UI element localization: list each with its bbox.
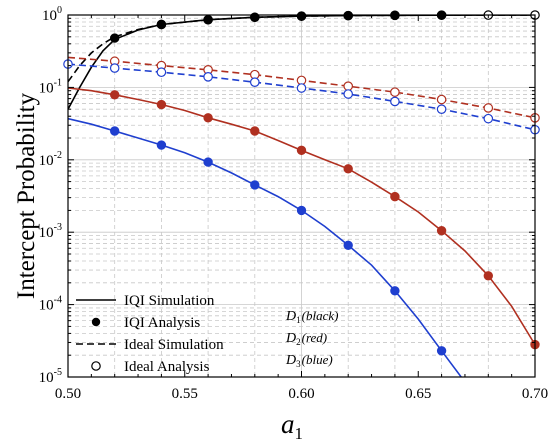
d2-ideal-analysis-point bbox=[343, 81, 353, 91]
y-tick-label-base: 10 bbox=[39, 370, 54, 386]
legend-note-symbol: D bbox=[285, 353, 296, 368]
y-tick-label: 100 bbox=[42, 5, 62, 24]
legend-label: Ideal Analysis bbox=[124, 359, 210, 375]
d3-ideal-analysis-point bbox=[390, 96, 400, 107]
y-tick-label-exponent: -4 bbox=[54, 295, 62, 306]
d2-iqi-analysis-point bbox=[250, 126, 260, 136]
d3-iqi-analysis-point bbox=[110, 126, 120, 136]
d3-ideal-analysis-point bbox=[343, 89, 353, 99]
legend-note-subscript: 1 bbox=[296, 315, 301, 325]
d3-iqi-analysis-point bbox=[343, 240, 353, 250]
legend-note-symbol: D bbox=[285, 309, 296, 324]
y-tick-label-base: 10 bbox=[39, 153, 54, 169]
d2-iqi-analysis-point bbox=[343, 164, 353, 174]
legend-label: IQI Simulation bbox=[124, 293, 215, 309]
axis-ticks bbox=[67, 14, 536, 378]
d2-ideal-analysis-point bbox=[483, 103, 494, 113]
x-axis-title: a1 bbox=[281, 409, 303, 443]
x-axis-title-subscript: 1 bbox=[295, 424, 304, 443]
legend-filled-circle-icon bbox=[91, 317, 101, 327]
legend-entry: IQI Simulation bbox=[76, 293, 215, 309]
y-tick-label: 10-5 bbox=[39, 367, 62, 386]
x-tick-label: 0.55 bbox=[172, 386, 198, 402]
d3-iqi-analysis-point bbox=[203, 157, 213, 167]
d3-ideal-analysis-point bbox=[483, 113, 494, 124]
y-tick-label: 10-1 bbox=[39, 77, 62, 96]
legend-open-circle-icon bbox=[91, 361, 101, 371]
d3-iqi-analysis-point bbox=[436, 346, 447, 356]
legend-note: D3(blue) bbox=[285, 352, 333, 369]
d3-ideal-analysis-point bbox=[296, 83, 307, 93]
legend-note: D1(black) bbox=[285, 308, 338, 325]
y-tick-label-exponent: -3 bbox=[54, 222, 62, 233]
legend: IQI Simulation IQI Analysis Ideal Simulati… bbox=[76, 293, 338, 375]
d3-ideal-analysis-point bbox=[203, 72, 213, 82]
y-tick-label: 10-4 bbox=[39, 295, 62, 314]
d3-ideal-analysis-point bbox=[156, 67, 167, 78]
d3-iqi-analysis-point bbox=[250, 180, 260, 190]
y-tick-label-base: 10 bbox=[39, 80, 54, 96]
d2-iqi-analysis-point bbox=[156, 99, 167, 110]
d3-ideal-analysis-point bbox=[109, 63, 120, 73]
legend-note: D2(red) bbox=[285, 330, 327, 347]
x-tick-label: 0.65 bbox=[405, 386, 431, 402]
x-axis-title-main: a bbox=[281, 409, 295, 439]
d2-iqi-analysis-point bbox=[483, 271, 493, 281]
d3-iqi-analysis-point bbox=[156, 140, 167, 150]
y-axis-title: Intercept Probability bbox=[13, 92, 40, 299]
legend-note-color: (red) bbox=[302, 330, 328, 345]
y-tick-label-exponent: -2 bbox=[54, 150, 62, 161]
d3-iqi-analysis-point bbox=[296, 205, 307, 216]
grid bbox=[67, 15, 536, 378]
legend-label: Ideal Simulation bbox=[124, 337, 224, 353]
d1-iqi-analysis-point bbox=[156, 19, 167, 30]
d2-iqi-analysis-point bbox=[203, 113, 213, 123]
legend-label: IQI Analysis bbox=[124, 315, 200, 331]
d1-iqi-analysis-point bbox=[110, 33, 120, 43]
y-tick-label-exponent: -1 bbox=[54, 77, 62, 88]
y-tick-label-exponent: 0 bbox=[57, 5, 62, 16]
d2-ideal-analysis-point bbox=[436, 94, 447, 105]
y-tick-label-base: 10 bbox=[39, 298, 54, 314]
d3-iqi-simulation-line bbox=[68, 117, 463, 377]
d2-iqi-analysis-point bbox=[436, 225, 447, 236]
y-tick-label: 10-2 bbox=[39, 150, 62, 169]
legend-note-color: (black) bbox=[302, 308, 339, 323]
legend-note-color: (blue) bbox=[302, 352, 333, 367]
x-tick-label: 0.50 bbox=[55, 386, 81, 402]
legend-note-subscript: 2 bbox=[296, 337, 301, 347]
y-tick-label-base: 10 bbox=[39, 225, 54, 241]
d2-ideal-analysis-point bbox=[390, 87, 400, 97]
legend-entry: Ideal Simulation bbox=[76, 337, 224, 353]
d2-iqi-analysis-point bbox=[296, 145, 307, 156]
d3-ideal-analysis-point bbox=[250, 77, 260, 87]
legend-entry: IQI Analysis bbox=[91, 315, 200, 331]
y-tick-label-exponent: -5 bbox=[54, 367, 62, 378]
d2-iqi-analysis-point bbox=[110, 90, 120, 100]
d2-iqi-analysis-point bbox=[390, 191, 400, 202]
y-tick-label: 10-3 bbox=[39, 222, 62, 241]
legend-note-subscript: 3 bbox=[296, 359, 301, 369]
x-tick-label: 0.70 bbox=[522, 386, 548, 402]
d3-ideal-analysis-point bbox=[436, 104, 447, 114]
x-tick-label: 0.60 bbox=[288, 386, 314, 402]
tick-labels: 0.50 0.55 0.60 0.65 0.7010-510-410-310-210-1… bbox=[39, 5, 548, 402]
y-tick-label-base: 10 bbox=[42, 8, 57, 24]
d3-iqi-analysis-point bbox=[390, 286, 400, 296]
legend-note-symbol: D bbox=[285, 331, 296, 346]
legend-entry: Ideal Analysis bbox=[91, 359, 210, 375]
